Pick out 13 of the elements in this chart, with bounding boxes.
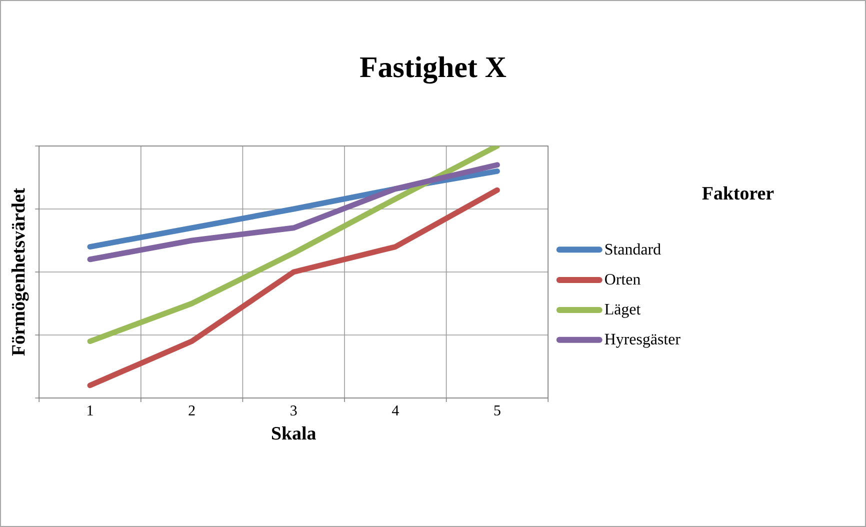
x-tick-label: 1: [88, 406, 93, 416]
legend-label: Hyresgäster: [604, 334, 680, 348]
y-axis-title: Förmögenhetsvärdet: [11, 188, 29, 356]
legend-title: Faktorer: [702, 186, 774, 200]
legend-label: Orten: [605, 274, 640, 285]
x-tick-label: 2: [188, 406, 195, 416]
x-tick-label: 4: [392, 406, 399, 416]
legend-label: Standard: [605, 243, 661, 255]
x-tick-label: 5: [494, 406, 500, 416]
x-axis-title: Skala: [272, 426, 316, 440]
x-tick-label: 3: [290, 406, 297, 416]
chart-title: Fastighet X: [360, 56, 506, 84]
legend-label: Läget: [604, 304, 641, 318]
